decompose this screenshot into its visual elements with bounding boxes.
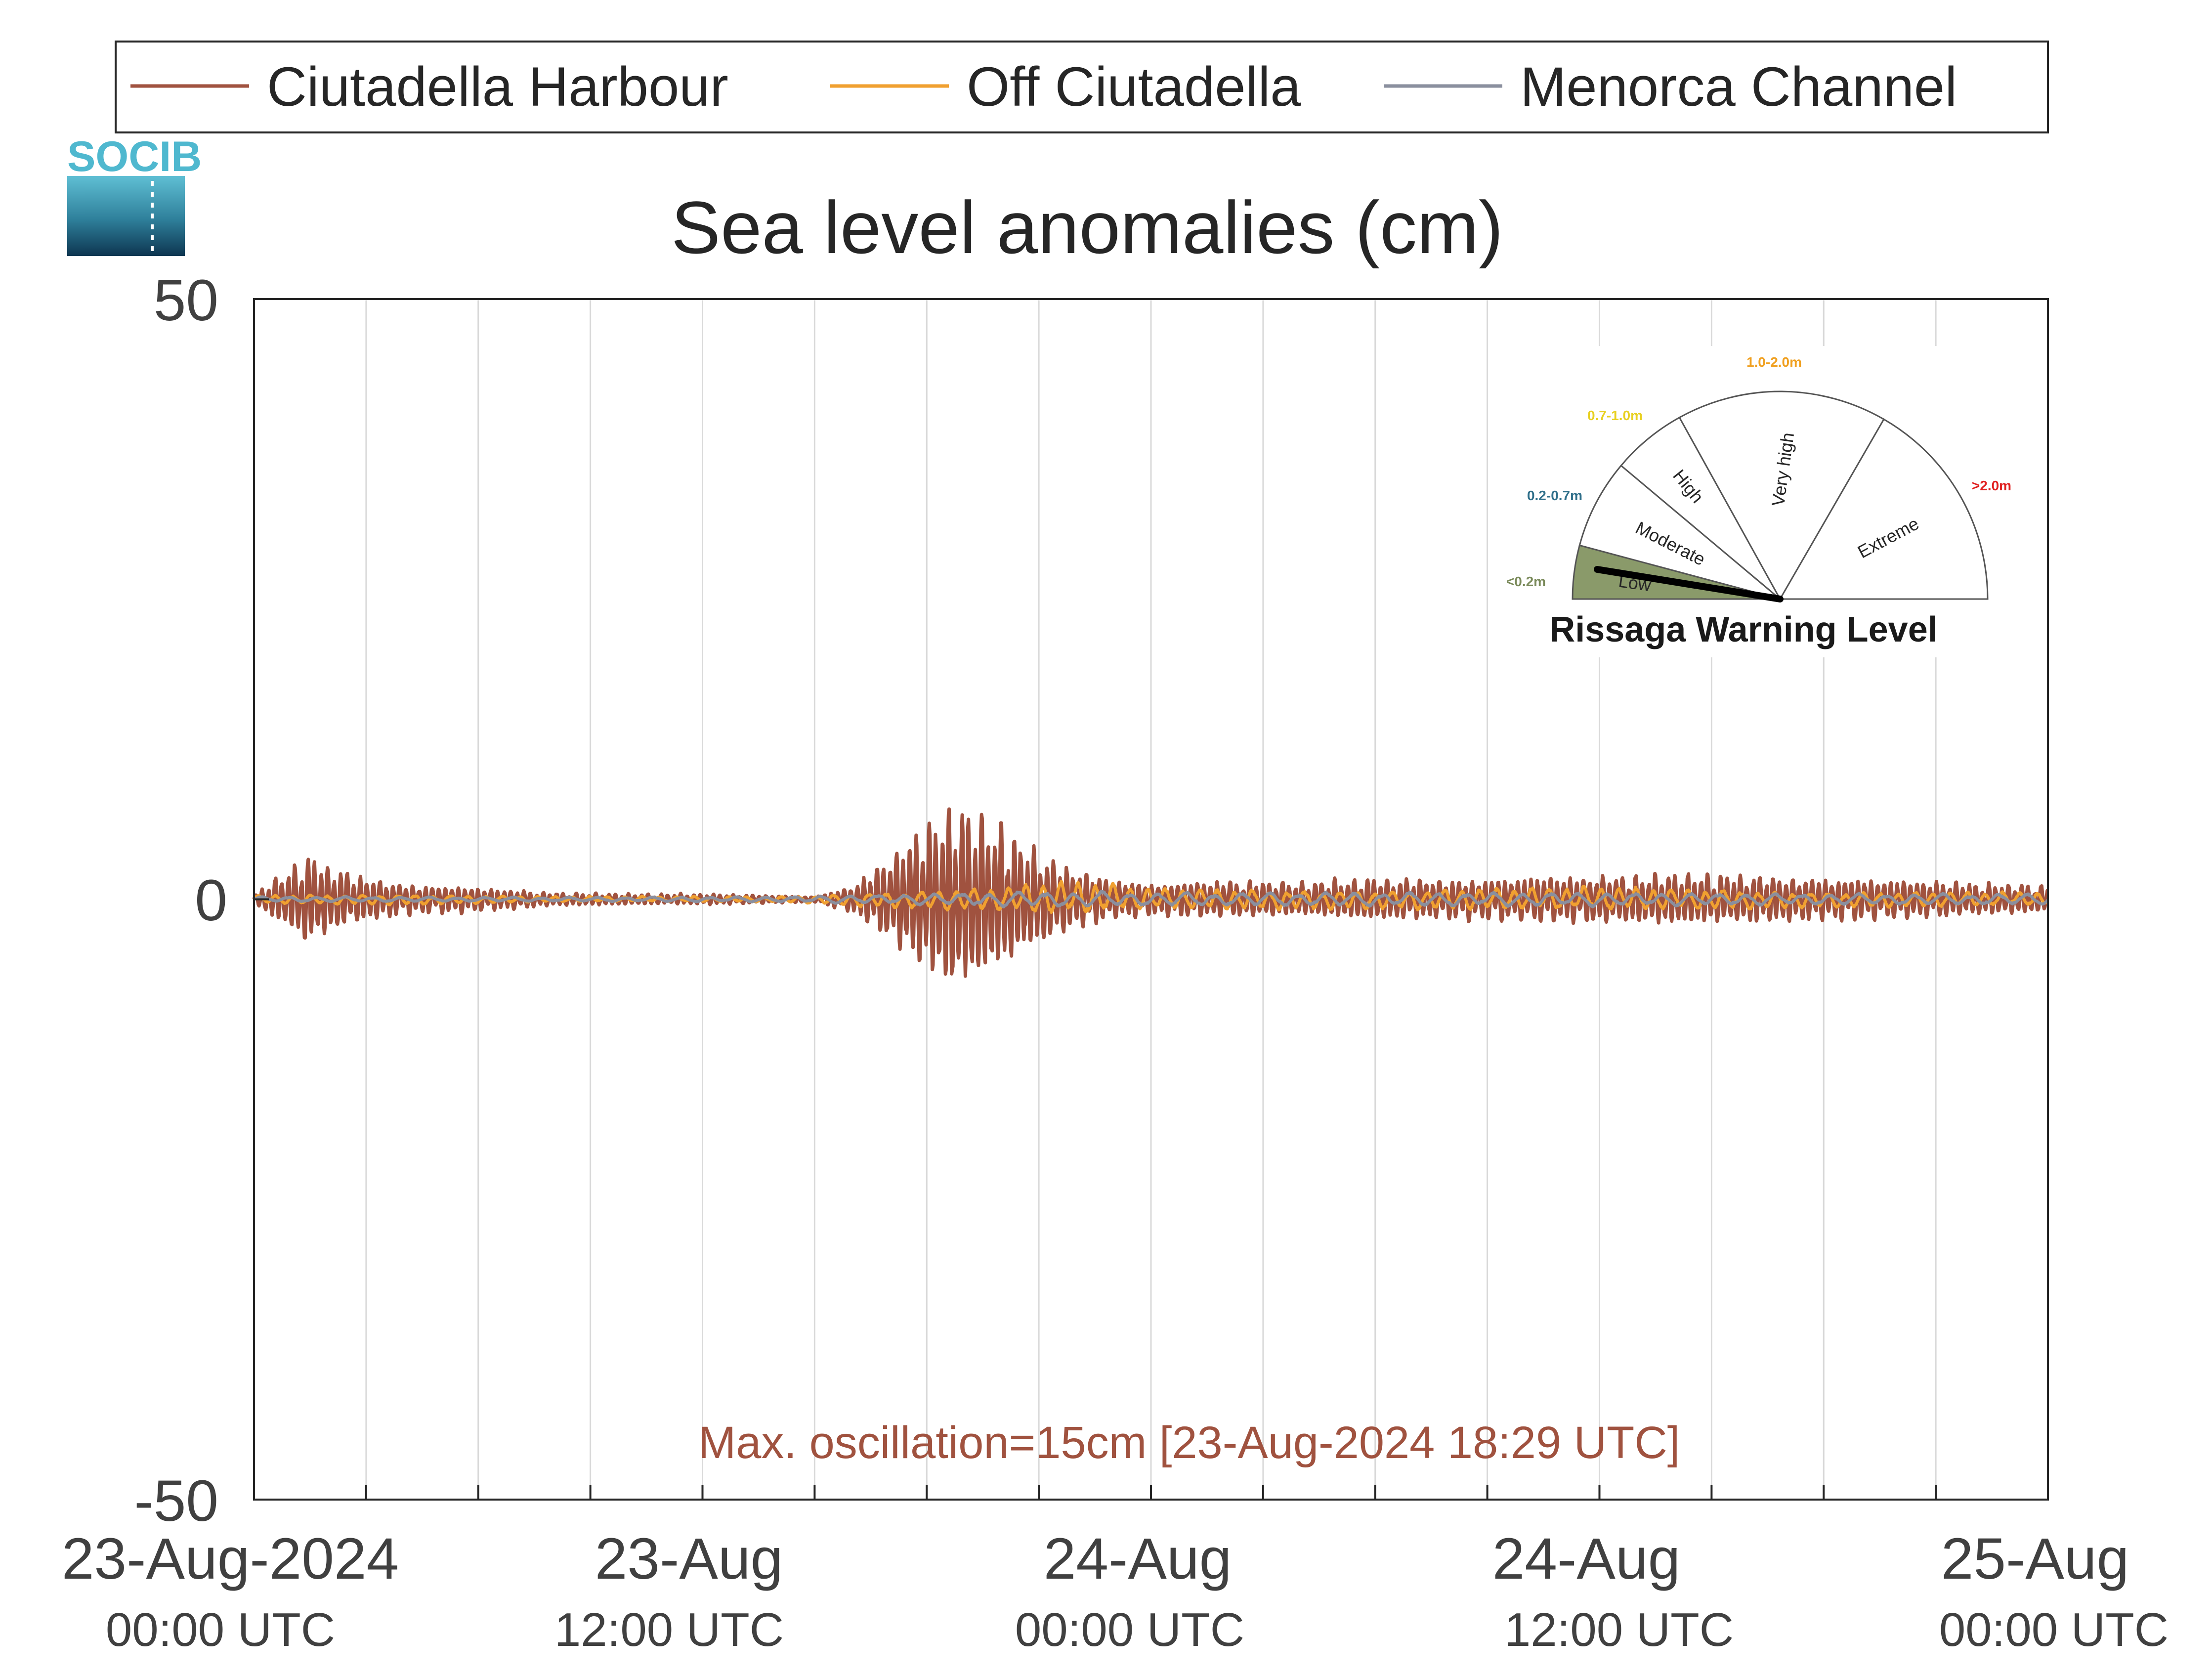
- x-tick-date-0: 23-Aug-2024: [62, 1526, 399, 1592]
- legend-label-menorca-channel: Menorca Channel: [1520, 56, 1957, 118]
- x-tick-date-48: 25-Aug: [1941, 1526, 2129, 1592]
- gauge-title: Rissaga Warning Level: [1549, 610, 1938, 649]
- series-line-menorca-channel: [253, 890, 2049, 908]
- x-tick-time-24: 00:00 UTC: [1015, 1603, 1244, 1656]
- legend-box: [115, 41, 2049, 133]
- gauge-range-moderate: 0.2-0.7m: [1527, 488, 1582, 503]
- x-axis: 23-Aug-2024 00:00 UTC 23-Aug 12:00 UTC 2…: [62, 1526, 2169, 1656]
- series-layer: [252, 807, 2049, 978]
- y-tick-label-minus-50: -50: [134, 1468, 218, 1534]
- legend-entry-off-ciutadella: Off Ciutadella: [830, 56, 1301, 118]
- x-tick-time-48: 00:00 UTC: [1939, 1603, 2169, 1656]
- gauge-segment-high: [1620, 416, 1781, 600]
- max-oscillation-annotation: Max. oscillation=15cm [23-Aug-2024 18:29…: [698, 1418, 1680, 1468]
- x-tick-time-12: 12:00 UTC: [554, 1603, 784, 1656]
- x-tick-time-36: 12:00 UTC: [1504, 1603, 1734, 1656]
- gauge-segment-extreme: [1779, 418, 1989, 600]
- socib-logo-text: SOCIB: [67, 133, 202, 180]
- gauge-range-very-high: 1.0-2.0m: [1746, 354, 1802, 370]
- gauge-range-high: 0.7-1.0m: [1587, 408, 1643, 423]
- legend-label-ciutadella-harbour: Ciutadella Harbour: [267, 56, 728, 118]
- rissaga-warning-gauge: <0.2m 0.2-0.7m 0.7-1.0m 1.0-2.0m >2.0m L…: [1492, 346, 2016, 657]
- x-tick-date-36: 24-Aug: [1492, 1526, 1681, 1592]
- y-tick-label-0: 0: [195, 868, 227, 933]
- socib-logo-mark: [67, 176, 185, 256]
- gauge-needle: [1594, 566, 1784, 602]
- legend: Ciutadella Harbour Off Ciutadella Menorc…: [115, 41, 2049, 133]
- gauge-segment-very-high: [1678, 390, 1885, 601]
- plot-frame: [253, 298, 2049, 1501]
- gauge-range-low: <0.2m: [1506, 574, 1546, 589]
- chart-title: Sea level anomalies (cm): [671, 186, 1503, 269]
- legend-label-off-ciutadella: Off Ciutadella: [967, 56, 1301, 118]
- gauge-segments: [1572, 390, 1989, 601]
- x-tick-date-12: 23-Aug: [595, 1526, 783, 1592]
- socib-logo: SOCIB: [67, 133, 202, 256]
- x-tick-time-0: 00:00 UTC: [106, 1603, 335, 1656]
- legend-entry-menorca-channel: Menorca Channel: [1384, 56, 1957, 118]
- y-axis: 50 0 -50: [134, 268, 227, 1534]
- x-tick-date-24: 24-Aug: [1044, 1526, 1232, 1592]
- gauge-segment-moderate: [1578, 464, 1781, 600]
- y-tick-label-50: 50: [154, 268, 218, 333]
- legend-entry-ciutadella-harbour: Ciutadella Harbour: [130, 56, 728, 118]
- series-line-off-ciutadella: [253, 880, 2049, 914]
- gauge-range-extreme: >2.0m: [1972, 478, 2011, 493]
